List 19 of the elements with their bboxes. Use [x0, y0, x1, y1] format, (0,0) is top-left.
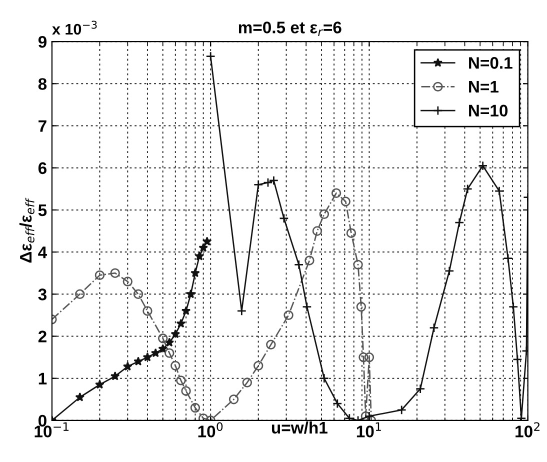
y-tick-label: 5 — [38, 204, 47, 216]
x-tick-label: 10$^{1}$ — [356, 422, 381, 438]
y-tick-label: 8 — [38, 78, 47, 90]
legend-label: N=1 — [469, 81, 498, 93]
x-axis-title: u=w/h1 — [272, 421, 328, 434]
y-tick-label: 2 — [38, 330, 46, 342]
chart-title: m=0.5 et ε$_{r}$=6 — [238, 22, 342, 36]
x-tick-label: 10$^{0}$ — [198, 422, 223, 438]
y-tick-label: 7 — [38, 120, 46, 132]
y-tick-label: 9 — [38, 36, 46, 48]
x-tick-label: 10$^{2}$ — [516, 422, 540, 438]
y-tick-label: 6 — [38, 162, 46, 174]
y-tick-label: 3 — [38, 288, 46, 300]
legend-label: N=0.1 — [469, 57, 512, 69]
y-tick-label: 1 — [38, 372, 47, 384]
text: x 10$^{−3}$ — [52, 20, 97, 35]
legend-label: N=10 — [469, 104, 508, 117]
y-tick-label: 4 — [38, 246, 48, 258]
y-axis-title: Δε$_{eff}$/ε$_{eff}$ — [19, 198, 34, 263]
